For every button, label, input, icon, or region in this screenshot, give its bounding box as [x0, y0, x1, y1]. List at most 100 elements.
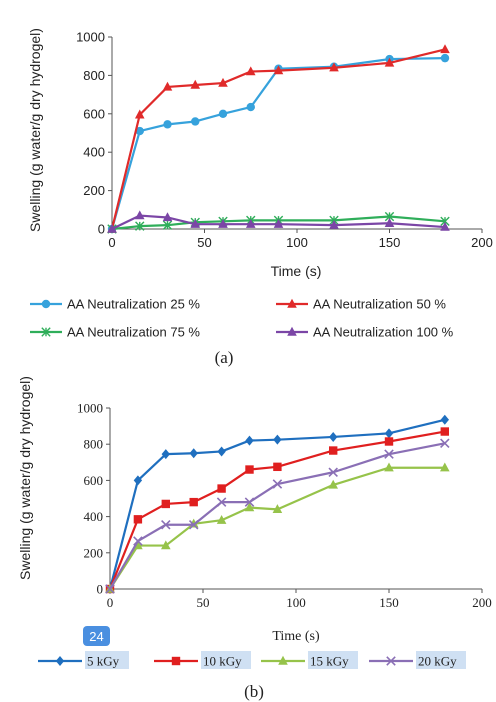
chart-a-series-0-point — [218, 109, 228, 119]
chart-b-series-0-point — [133, 475, 143, 486]
chart-b-series-1-point — [329, 446, 338, 455]
chart-a-y-tick-label: 200 — [83, 183, 105, 198]
chart-a-y-tick-label: 600 — [83, 106, 105, 121]
chart-a-x-tick-label: 0 — [108, 235, 115, 250]
chart-a-series-1-point — [245, 66, 256, 76]
chart-a-legend-label-2: AA Neutralization 75 % — [67, 325, 200, 340]
chart-a-series-3-point — [162, 212, 173, 222]
chart-b-series-1-point — [189, 497, 198, 507]
chart-b-series-1-line — [108, 430, 445, 590]
chart-b-xlabel: Time (s) — [272, 629, 320, 644]
chart-b-series-3-point — [105, 584, 115, 594]
chart-b-series-0-point — [384, 428, 394, 439]
chart-a-series-1-point — [440, 44, 450, 54]
chart-b-x-tick-label: 200 — [472, 595, 492, 610]
chart-b-series-2-point — [161, 540, 171, 550]
chart-a-series-1-line — [110, 48, 446, 230]
chart-a-series-0-point — [246, 102, 255, 112]
chart-b-series-2-point — [440, 462, 450, 472]
badge-background — [83, 626, 110, 646]
chart-b-caption: (b) — [244, 682, 264, 701]
chart-b-x-tick-label: 100 — [286, 595, 306, 610]
chart-b-legend-label-highlight-2 — [308, 651, 358, 669]
chart-b-y-tick-label: 1000 — [77, 401, 103, 416]
chart-b-series-3-point — [161, 519, 171, 530]
chart-b-series-3-point — [328, 467, 338, 478]
chart-a-series-0-point — [191, 117, 200, 126]
chart-a-ylabel: Swelling (g water/g dry hydrogel) — [27, 28, 43, 232]
chart-a-series-3-line — [111, 214, 446, 230]
chart-a-series-0-point — [135, 126, 144, 136]
chart-a-legend-marker-2 — [41, 327, 51, 337]
chart-b-series-2-point — [272, 504, 283, 514]
chart-b-series-1-point — [384, 437, 394, 446]
chart-a-y-tick-label: 800 — [83, 68, 105, 83]
chart-b-series-2-point — [244, 502, 255, 512]
chart-b-y-tick-label: 400 — [84, 509, 104, 524]
chart-b-series-0-line — [108, 418, 446, 590]
chart-b-series-3-point — [216, 497, 227, 507]
chart-a-series-3-point — [329, 219, 339, 229]
chart-b-legend-entry-3: 20 kGy — [369, 651, 466, 669]
chart-b-series-2-point — [384, 462, 394, 472]
chart-a-x-tick-label: 50 — [197, 235, 211, 250]
chart-a-x-tick-label: 200 — [471, 235, 493, 250]
chart-a-series-2-point — [135, 221, 145, 231]
chart-b: Swelling (g water/g dry hydrogel) Time (… — [17, 376, 492, 701]
chart-a-series-3-point — [245, 219, 256, 228]
chart-a-series-0-point — [440, 53, 450, 63]
chart-b-series-3-point — [244, 497, 255, 507]
chart-b-legend-label-2: 15 kGy — [310, 654, 349, 669]
chart-a-series-3-point — [218, 219, 228, 228]
chart-b-legend-label-3: 20 kGy — [418, 654, 457, 669]
chart-b-legend-marker-1 — [171, 656, 181, 666]
chart-a-legend-entry-2: AA Neutralization 75 % — [30, 325, 200, 340]
chart-b-series-0-point — [217, 446, 226, 457]
chart-b-series-1-point — [245, 465, 254, 474]
chart-a-legend-entry-3: AA Neutralization 100 % — [276, 325, 454, 340]
chart-b-y-tick-label: 800 — [84, 437, 104, 452]
chart-a-legend-marker-0 — [41, 299, 51, 309]
chart-b-ylabel: Swelling (g water/g dry hydrogel) — [17, 376, 33, 580]
chart-b-series-2-point — [216, 515, 227, 524]
chart-a-series-3-point — [190, 219, 201, 228]
chart-a-legend-label-3: AA Neutralization 100 % — [313, 325, 454, 340]
chart-a-series-3-point — [273, 219, 284, 228]
chart-a-x-tick-label: 150 — [379, 235, 401, 250]
chart-b-y-tick-label: 200 — [84, 545, 104, 560]
chart-b-legend-marker-3 — [386, 656, 396, 666]
chart-b-series-1-point — [440, 427, 449, 436]
chart-b-legend-entry-0: 5 kGy — [38, 651, 129, 669]
chart-b-x-tick-label: 0 — [107, 595, 114, 610]
chart-b-series-1-point — [133, 515, 143, 524]
chart-b-y-tick-label: 600 — [84, 473, 104, 488]
chart-a-series-1-point — [134, 109, 145, 119]
chart-a-legend-marker-1 — [287, 298, 297, 308]
chart-b-series-0-point — [189, 448, 198, 459]
chart-b-legend-marker-0 — [55, 656, 65, 666]
chart-a-y-tick-label: 0 — [98, 222, 105, 237]
chart-b-legend-entry-1: 10 kGy — [154, 651, 251, 669]
chart-b-series-3-point — [188, 519, 199, 530]
chart-a-legend-entry-0: AA Neutralization 25 % — [30, 297, 200, 312]
chart-a-series-1-point — [162, 81, 173, 91]
chart-a-legend-entry-1: AA Neutralization 50 % — [276, 297, 446, 312]
chart-a-y-tick-label: 1000 — [76, 30, 105, 45]
chart-a-y-tick-label: 400 — [83, 145, 105, 160]
chart-b-legend-label-highlight-0 — [85, 651, 129, 669]
chart-b-legend-entry-2: 15 kGy — [261, 651, 358, 669]
chart-a: Swelling (g water/g dry hydrogel) Time (… — [27, 28, 493, 367]
chart-a-series-2-point — [162, 220, 173, 230]
chart-b-series-1-point — [161, 499, 170, 509]
chart-a-series-0-line — [110, 57, 446, 230]
chart-b-series-1-point — [273, 462, 282, 472]
chart-a-series-3-point — [134, 210, 145, 220]
chart-b-series-0-point — [440, 414, 449, 425]
chart-b-legend-label-highlight-3 — [416, 651, 466, 669]
chart-b-series-3-point — [384, 449, 394, 459]
chart-b-x-tick-label: 50 — [197, 595, 210, 610]
chart-a-series-3-point — [107, 223, 117, 233]
chart-b-series-0-point — [273, 434, 282, 445]
chart-a-series-1-point — [190, 79, 201, 89]
